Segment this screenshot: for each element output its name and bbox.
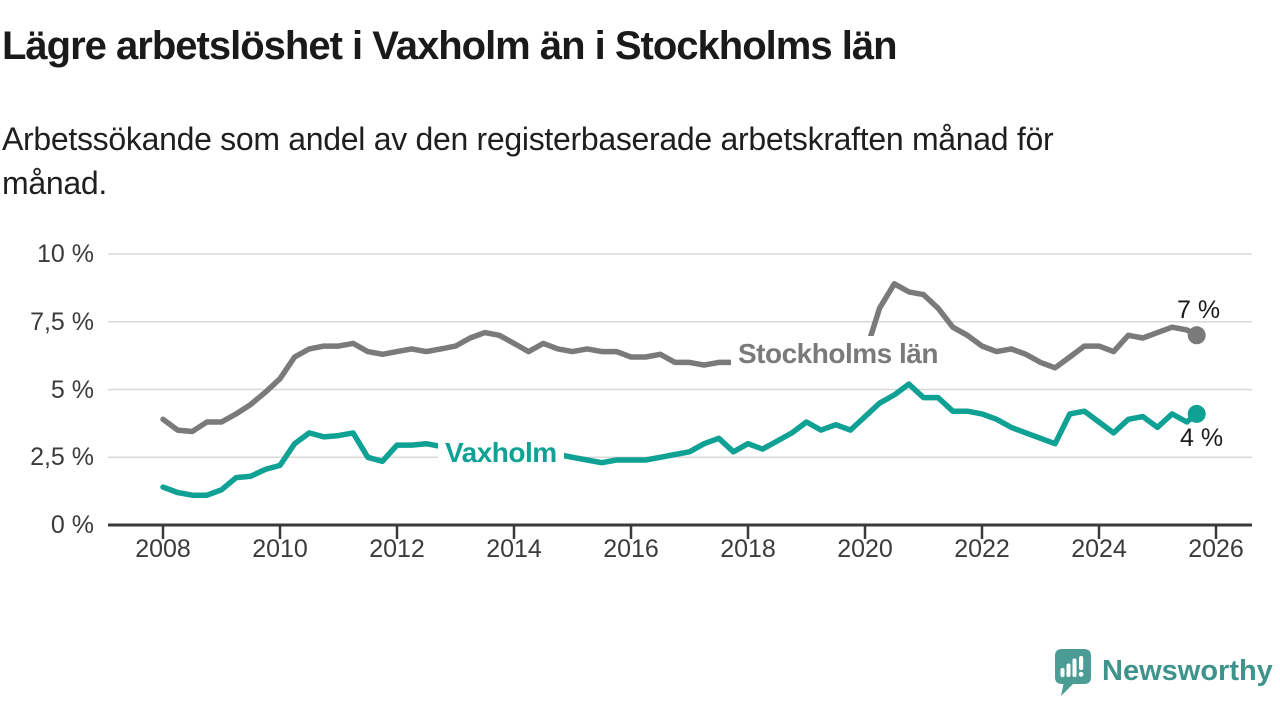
chart-subtitle-line1: Arbetssökande som andel av den registerb… — [2, 121, 1054, 157]
series-line-stockholms-lan — [160, 281, 1200, 435]
brand-name: Newsworthy — [1102, 655, 1273, 687]
series-label-vaxholm: Vaxholm — [438, 435, 564, 471]
end-dot-stockholms-lan — [1187, 326, 1206, 345]
end-value-label-vaxholm: 4 % — [1180, 424, 1224, 452]
series-label-stockholms-lan: Stockholms län — [731, 336, 945, 372]
end-value-label-stockholms-lan: 7 % — [1177, 296, 1221, 324]
series-line-vaxholm — [160, 381, 1200, 498]
chart-title: Lägre arbetslöshet i Vaxholm än i Stockh… — [2, 24, 897, 68]
end-dot-vaxholm — [1187, 404, 1206, 423]
chart-subtitle-line2: månad. — [2, 165, 107, 201]
newsworthy-logo-icon — [1055, 649, 1091, 696]
